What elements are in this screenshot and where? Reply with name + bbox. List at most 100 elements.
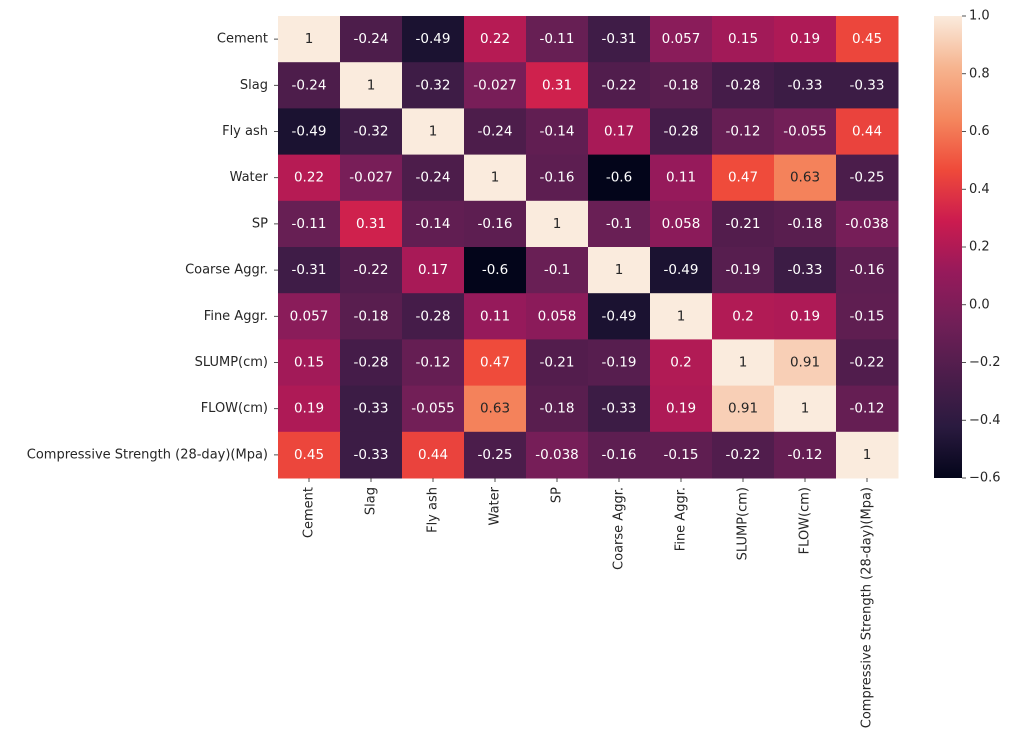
heatmap-cell	[774, 154, 837, 202]
cell-annotation: -0.32	[354, 124, 389, 140]
cell-annotation: 0.63	[480, 401, 510, 417]
cell-annotation: -0.19	[602, 355, 637, 371]
cell-annotation: 0.058	[662, 216, 701, 232]
y-tick-label: Water	[230, 170, 269, 185]
heatmap-cell	[774, 247, 837, 294]
heatmap-cell	[712, 339, 775, 387]
cell-annotation: 0.057	[290, 308, 329, 324]
heatmap-cell	[712, 154, 775, 202]
heatmap-cell	[464, 62, 527, 109]
heatmap-cell	[464, 108, 527, 156]
cell-annotation: -0.16	[850, 262, 885, 278]
cell-annotation: -0.21	[540, 355, 575, 371]
heatmap-cell	[526, 108, 589, 156]
heatmap-cell	[712, 385, 775, 433]
cell-annotation: -0.6	[482, 262, 508, 278]
colorbar-tick-label: 0.0	[969, 297, 990, 312]
cell-annotation: -0.32	[416, 77, 451, 93]
y-tick-label: Cement	[217, 32, 268, 47]
x-tick-label: Fly ash	[426, 487, 441, 533]
y-tick-label: Compressive Strength (28-day)(Mpa)	[27, 447, 268, 462]
cell-annotation: 0.63	[790, 170, 820, 186]
cell-annotation: 0.19	[790, 31, 820, 47]
heatmap-cell	[340, 200, 403, 248]
heatmap-cell	[650, 154, 713, 202]
cell-annotation: -0.22	[354, 262, 389, 278]
heatmap-cell	[588, 339, 651, 387]
heatmap-cell	[402, 385, 465, 433]
heatmap-cell	[526, 200, 589, 248]
y-axis: Cement Slag Fly ash Water SP Coarse Aggr. Fine…	[27, 32, 278, 462]
heatmap-cell	[836, 200, 899, 248]
colorbar-tick-label: 0.8	[969, 66, 990, 81]
heatmap-cell	[278, 431, 341, 479]
x-axis: Cement Slag Fly ash Water SP Coarse Aggr. Fine…	[302, 478, 875, 728]
heatmap-cell	[650, 431, 713, 479]
cell-annotation: 0.45	[852, 31, 882, 47]
heatmap-cell	[340, 293, 403, 340]
heatmap-cell	[588, 200, 651, 248]
heatmap-cell	[588, 62, 651, 109]
heatmap-cell	[526, 293, 589, 340]
cell-annotation: -0.18	[540, 401, 575, 417]
cell-annotation: 1	[863, 447, 872, 463]
cell-annotation: -0.33	[602, 401, 637, 417]
heatmap-cell	[774, 431, 837, 479]
heatmap-cell	[836, 108, 899, 156]
heatmap-cell	[774, 108, 837, 156]
cell-annotation: 0.22	[294, 170, 324, 186]
cell-annotation: -0.11	[292, 216, 327, 232]
heatmap-cell	[402, 247, 465, 294]
x-tick-label: SLUMP(cm)	[736, 487, 751, 560]
heatmap-cell	[588, 16, 651, 63]
x-tick-label: Slag	[364, 487, 379, 515]
heatmap-cell	[278, 339, 341, 387]
cell-annotation: 0.2	[732, 308, 753, 324]
cell-annotation: 0.44	[852, 124, 882, 140]
cell-annotation: -0.22	[850, 355, 885, 371]
colorbar: −0.6 −0.4 −0.2 0.0 0.2 0.4 0.6 0.8 1.0	[934, 9, 1001, 486]
cell-annotation: -0.21	[726, 216, 761, 232]
heatmap-cell	[774, 200, 837, 248]
cell-annotation: -0.12	[788, 447, 823, 463]
heatmap-cells	[278, 16, 899, 479]
cell-annotation: 0.45	[294, 447, 324, 463]
heatmap-cell	[774, 293, 837, 340]
cell-annotation: 0.22	[480, 31, 510, 47]
heatmap-cell	[712, 431, 775, 479]
cell-annotation: 1	[429, 124, 438, 140]
cell-annotation: 0.19	[666, 401, 696, 417]
cell-annotation: 1	[615, 262, 624, 278]
cell-annotation: 0.057	[662, 31, 701, 47]
heatmap-cell	[402, 293, 465, 340]
heatmap-cell	[712, 16, 775, 63]
heatmap-cell	[836, 339, 899, 387]
cell-annotation: -0.49	[664, 262, 699, 278]
heatmap-cell	[278, 247, 341, 294]
cell-annotation: -0.25	[478, 447, 513, 463]
cell-annotation: -0.22	[726, 447, 761, 463]
cell-annotation: -0.31	[292, 262, 327, 278]
cell-annotation: -0.49	[416, 31, 451, 47]
heatmap-cell	[402, 200, 465, 248]
cell-annotation: -0.49	[292, 124, 327, 140]
cell-annotation: -0.18	[354, 308, 389, 324]
cell-annotation: -0.31	[602, 31, 637, 47]
y-tick-label: Fly ash	[222, 124, 268, 139]
heatmap-cell	[464, 431, 527, 479]
cell-annotation: -0.33	[788, 262, 823, 278]
heatmap-cell	[278, 62, 341, 109]
cell-annotation: 1	[491, 170, 500, 186]
heatmap-cell	[836, 293, 899, 340]
heatmap-cell	[464, 16, 527, 63]
cell-annotation: -0.14	[540, 124, 575, 140]
y-tick-label: Fine Aggr.	[204, 309, 268, 324]
cell-annotation: 0.47	[728, 170, 758, 186]
cell-annotation: -0.24	[416, 170, 451, 186]
cell-annotation: -0.33	[850, 77, 885, 93]
heatmap-cell	[650, 247, 713, 294]
heatmap-cell	[526, 62, 589, 109]
y-tick-label: FLOW(cm)	[201, 401, 268, 416]
colorbar-tick-label: 0.6	[969, 124, 990, 139]
heatmap-cell	[278, 154, 341, 202]
